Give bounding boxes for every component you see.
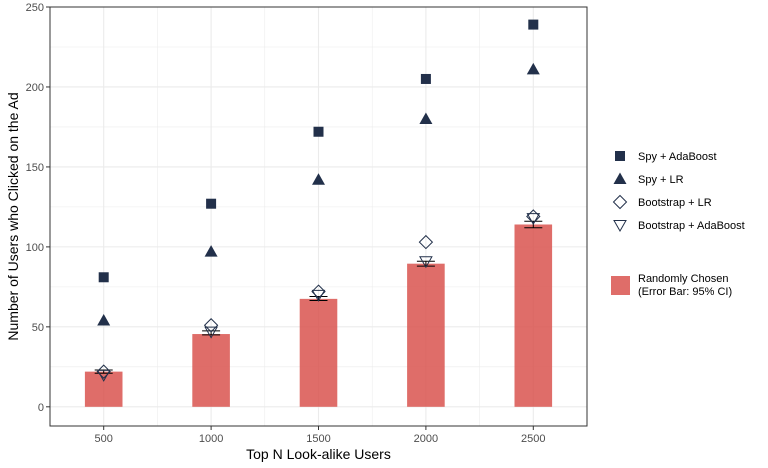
x-axis-ticks: 500 1000 1500 2000 2500 bbox=[95, 426, 546, 445]
legend-bar-label: Randomly Chosen bbox=[638, 273, 729, 285]
legend-label: Spy + AdaBoost bbox=[638, 151, 717, 163]
legend-key-triangle-up bbox=[613, 172, 627, 184]
legend-entry: Bootstrap + AdaBoost bbox=[613, 220, 745, 233]
data-point-diamond-open bbox=[418, 234, 434, 250]
data-point-triangle-down-open bbox=[526, 213, 541, 226]
data-points bbox=[96, 19, 541, 382]
legend-bar-sublabel: (Error Bar: 95% CI) bbox=[638, 286, 732, 298]
bars bbox=[84, 224, 553, 407]
data-point-triangle-down-open bbox=[96, 369, 111, 382]
x-tick-label: 1000 bbox=[199, 433, 223, 445]
data-point-diamond-open bbox=[526, 209, 541, 224]
y-tick-label: 150 bbox=[26, 162, 44, 174]
data-point-square bbox=[98, 272, 109, 283]
error-bar bbox=[416, 260, 435, 267]
y-tick-label: 100 bbox=[26, 242, 44, 254]
data-point-square bbox=[313, 126, 324, 137]
bar bbox=[514, 224, 553, 407]
data-point-diamond-open bbox=[96, 364, 111, 379]
data-point-square bbox=[206, 198, 217, 209]
legend-label: Spy + LR bbox=[638, 174, 684, 186]
legend-key-triangle-down-open bbox=[613, 220, 627, 233]
data-point-triangle-up bbox=[526, 62, 540, 75]
x-tick-label: 2000 bbox=[414, 433, 438, 445]
data-point-triangle-up bbox=[419, 112, 433, 124]
data-point-triangle-up bbox=[97, 313, 111, 326]
y-axis-title: Number of Users who Clicked on the Ad bbox=[5, 92, 21, 340]
y-tick-label: 50 bbox=[32, 322, 44, 334]
legend-bar-entry: Randomly Chosen (Error Bar: 95% CI) bbox=[611, 273, 732, 298]
legend-label: Bootstrap + AdaBoost bbox=[638, 220, 745, 232]
y-tick-label: 250 bbox=[26, 2, 44, 14]
data-point-diamond-open bbox=[311, 284, 326, 299]
legend: Spy + AdaBoost Spy + LR Bootstrap + LR Boot… bbox=[611, 151, 745, 298]
y-tick-label: 0 bbox=[38, 402, 44, 414]
x-axis-title: Top N Look-alike Users bbox=[246, 446, 391, 462]
legend-bar-swatch bbox=[611, 276, 630, 295]
legend-entry: Spy + LR bbox=[613, 172, 684, 186]
y-axis-ticks: 0 50 100 150 200 250 bbox=[26, 2, 50, 414]
data-point-triangle-up bbox=[312, 173, 325, 185]
x-tick-label: 500 bbox=[95, 433, 113, 445]
legend-entry: Spy + AdaBoost bbox=[615, 151, 717, 163]
bar bbox=[84, 371, 123, 407]
legend-key-square bbox=[615, 151, 625, 161]
y-tick-label: 200 bbox=[26, 82, 44, 94]
data-point-diamond-open bbox=[203, 318, 219, 333]
legend-label: Bootstrap + LR bbox=[638, 197, 712, 209]
legend-points: Spy + AdaBoost Spy + LR Bootstrap + LR Boot… bbox=[612, 151, 745, 233]
bar bbox=[407, 263, 445, 407]
data-point-triangle-down-open bbox=[204, 326, 218, 339]
data-point-triangle-up bbox=[204, 245, 218, 257]
x-tick-label: 1500 bbox=[306, 433, 330, 445]
bar bbox=[192, 334, 230, 407]
x-tick-label: 2500 bbox=[521, 433, 545, 445]
data-point-square bbox=[420, 73, 431, 84]
legend-key-diamond-open bbox=[612, 194, 628, 210]
data-point-triangle-down-open bbox=[311, 289, 326, 302]
bar bbox=[299, 298, 338, 407]
data-point-square bbox=[528, 19, 539, 30]
legend-entry: Bootstrap + LR bbox=[612, 194, 712, 210]
data-point-triangle-down-open bbox=[419, 256, 433, 269]
